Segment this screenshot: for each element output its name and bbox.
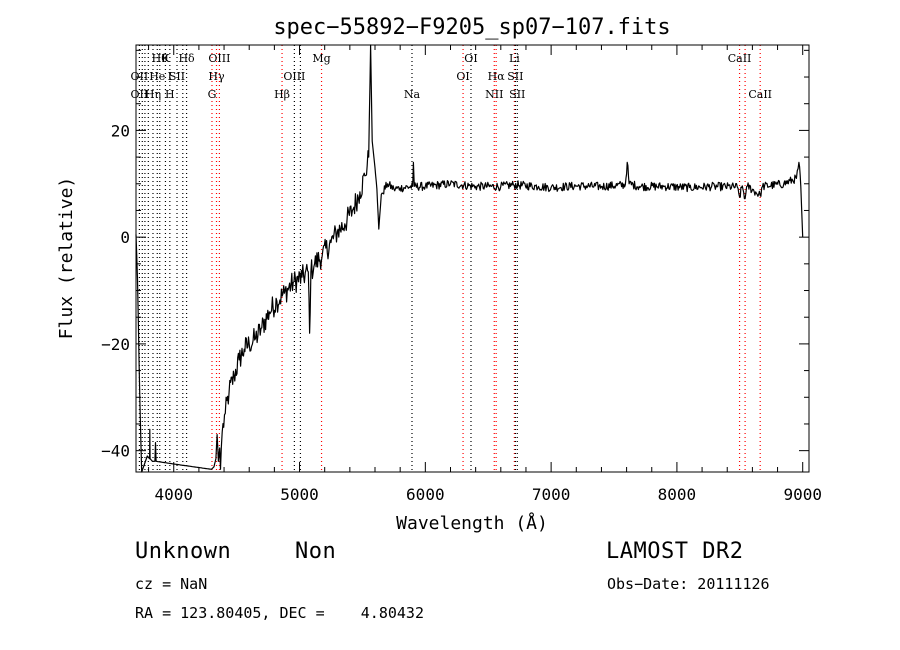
line-label: CaII xyxy=(748,88,772,101)
line-label: Hδ xyxy=(178,52,195,65)
line-label: Li xyxy=(509,52,520,65)
line-label: Hγ xyxy=(208,70,225,83)
x-axis-label: Wavelength (Å) xyxy=(396,512,548,534)
x-tick-label: 8000 xyxy=(658,485,697,504)
x-tick-label: 7000 xyxy=(532,485,571,504)
line-label: SII xyxy=(509,88,525,101)
line-label: CaII xyxy=(728,52,752,65)
line-label: Na xyxy=(404,88,421,101)
line-label: K xyxy=(161,52,170,65)
line-label: Hθ xyxy=(152,52,169,65)
spectral-line-labels: OIIOIIHηHeHθKIHSIIHδGHγOIIIHβOIIIMgNaOIO… xyxy=(131,52,772,101)
line-label: OII xyxy=(131,88,149,101)
line-label: Hα xyxy=(488,70,506,83)
line-label: OII xyxy=(131,70,149,83)
y-tick-label: −20 xyxy=(101,335,130,354)
line-label: OI xyxy=(456,70,469,83)
line-label: I xyxy=(168,70,172,83)
plot-frame xyxy=(135,44,810,473)
x-tick-label: 6000 xyxy=(406,485,445,504)
line-label: SII xyxy=(169,70,185,83)
line-label: Hη xyxy=(145,88,161,101)
y-axis-label: Flux (relative) xyxy=(56,177,77,340)
y-tick-label: 0 xyxy=(120,228,130,247)
x-tick-label: 9000 xyxy=(783,485,822,504)
object-class: Unknown xyxy=(135,539,232,564)
observation-date: Obs−Date: 20111126 xyxy=(607,575,770,593)
y-tick-label: −40 xyxy=(101,442,130,461)
line-label: H xyxy=(165,88,175,101)
y-tick-label: 20 xyxy=(111,121,130,140)
line-label: OI xyxy=(464,52,477,65)
spectrum-line xyxy=(135,44,804,473)
line-label: SII xyxy=(507,70,523,83)
survey-name: LAMOST DR2 xyxy=(606,539,744,564)
line-label: Mg xyxy=(312,52,330,65)
chart-title: spec−55892−F9205_sp07−107.fits xyxy=(273,15,670,40)
line-label: Hβ xyxy=(274,88,290,101)
x-tick-label: 5000 xyxy=(280,485,319,504)
line-label: G xyxy=(208,88,217,101)
redshift-cz: cz = NaN xyxy=(135,575,208,593)
line-label: OIII xyxy=(283,70,305,83)
spectral-line-markers xyxy=(138,45,761,472)
x-tick-label: 4000 xyxy=(154,485,193,504)
line-label: He xyxy=(149,70,165,83)
line-label: NII xyxy=(485,88,503,101)
object-subclass: Non xyxy=(295,539,337,564)
line-label: OIII xyxy=(208,52,230,65)
axis-ticks: 4000 5000 6000 7000 8000 9000 20 0 −20 −40 xyxy=(101,45,822,504)
ra-dec-coordinates: RA = 123.80405, DEC = 4.80432 xyxy=(135,604,424,622)
